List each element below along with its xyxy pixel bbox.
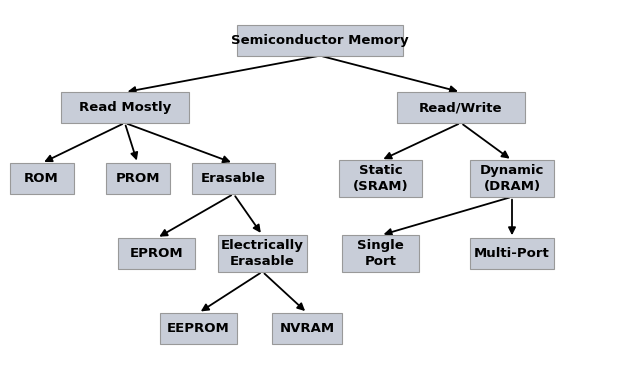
- Text: Static
(SRAM): Static (SRAM): [353, 164, 408, 193]
- FancyBboxPatch shape: [106, 163, 170, 194]
- Text: Read/Write: Read/Write: [419, 101, 502, 114]
- FancyBboxPatch shape: [160, 313, 237, 344]
- Text: ROM: ROM: [24, 172, 59, 185]
- Text: EPROM: EPROM: [130, 247, 184, 260]
- FancyBboxPatch shape: [10, 163, 74, 194]
- Text: Electrically
Erasable: Electrically Erasable: [221, 239, 304, 268]
- Text: Dynamic
(DRAM): Dynamic (DRAM): [480, 164, 544, 193]
- Text: PROM: PROM: [115, 172, 160, 185]
- FancyBboxPatch shape: [61, 92, 189, 123]
- FancyBboxPatch shape: [339, 161, 422, 197]
- Text: Read Mostly: Read Mostly: [79, 101, 171, 114]
- Text: Erasable: Erasable: [201, 172, 266, 185]
- FancyBboxPatch shape: [118, 238, 195, 269]
- FancyBboxPatch shape: [397, 92, 525, 123]
- FancyBboxPatch shape: [192, 163, 275, 194]
- Text: Multi-Port: Multi-Port: [474, 247, 550, 260]
- FancyBboxPatch shape: [342, 235, 419, 272]
- FancyBboxPatch shape: [237, 25, 403, 56]
- Text: Semiconductor Memory: Semiconductor Memory: [231, 34, 409, 47]
- FancyBboxPatch shape: [272, 313, 342, 344]
- Text: EEPROM: EEPROM: [167, 322, 230, 335]
- FancyBboxPatch shape: [470, 238, 554, 269]
- Text: Single
Port: Single Port: [357, 239, 404, 268]
- FancyBboxPatch shape: [470, 161, 554, 197]
- FancyBboxPatch shape: [218, 235, 307, 272]
- Text: NVRAM: NVRAM: [280, 322, 335, 335]
